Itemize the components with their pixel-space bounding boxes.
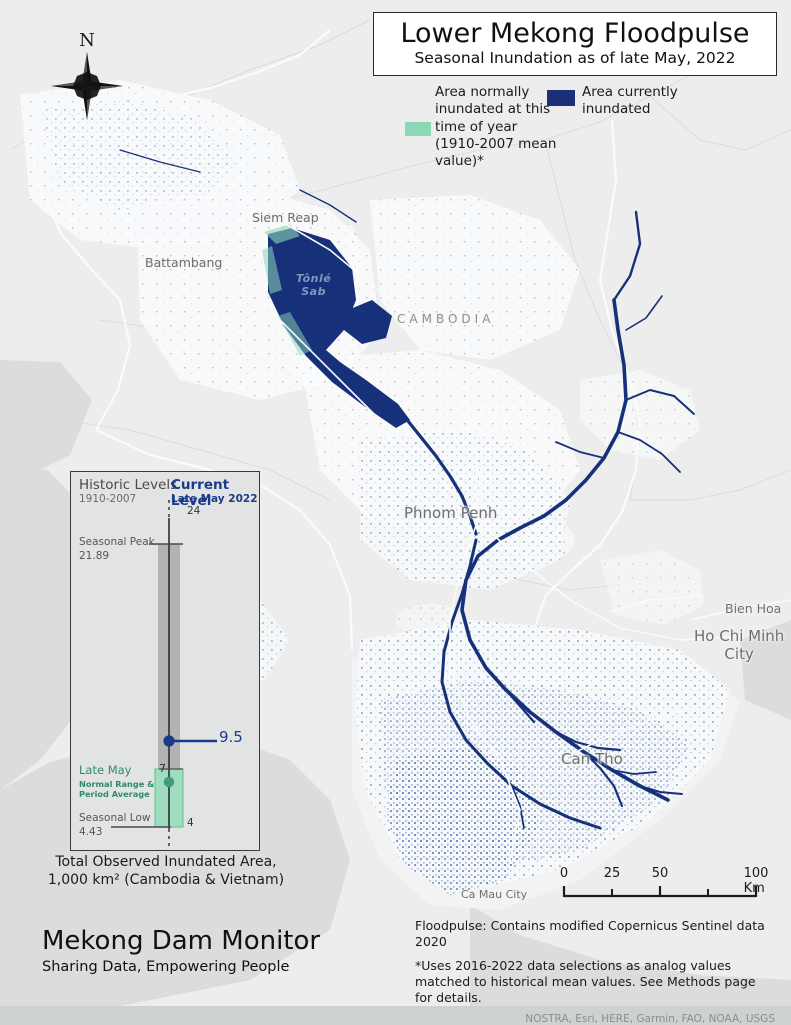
gauge-header-current-sub: Late May 2022 (171, 493, 258, 505)
map-title-box: Lower Mekong Floodpulse Seasonal Inundat… (373, 12, 777, 76)
legend-swatch-current-icon (547, 90, 575, 106)
gauge-header-historic: Historic Levels (79, 477, 178, 493)
brand-block: Mekong Dam Monitor Sharing Data, Empower… (42, 926, 362, 976)
compass-rose: N (50, 30, 124, 120)
compass-north-letter: N (79, 30, 95, 51)
scale-bar-labels: 0 25 50 100 Km (559, 866, 769, 896)
gauge-caption: Total Observed Inundated Area, 1,000 km²… (47, 854, 285, 889)
water-level-gauge-panel[interactable]: Historic Levels 1910-2007 Current Level … (70, 471, 260, 851)
gauge-header-current: Current Level (171, 477, 230, 509)
legend-label-current: Area currently inundated (582, 84, 678, 118)
credit-attribution: NOSTRA, Esri, HERE, Garmin, FAO, NOAA, U… (525, 1013, 775, 1025)
brand-name: Mekong Dam Monitor (42, 926, 321, 956)
map-title: Lower Mekong Floodpulse (400, 18, 750, 49)
scale-label-25: 25 (603, 866, 621, 881)
scale-bar-ticks-icon (562, 886, 758, 898)
gauge-header-historic-sub: 1910-2007 (79, 493, 137, 505)
scale-bar: 0 25 50 100 Km (559, 866, 769, 902)
brand-tagline: Sharing Data, Empowering People (42, 959, 290, 976)
legend-label-normal: Area normally inundated at this time of … (435, 84, 557, 170)
credit-floodpulse: Floodpulse: Contains modified Copernicus… (415, 918, 765, 950)
compass-star-icon (51, 52, 123, 120)
gauge-graphic (111, 500, 217, 848)
scale-label-50: 50 (651, 866, 669, 881)
scale-label-0: 0 (559, 866, 569, 881)
credits-block: Floodpulse: Contains modified Copernicus… (415, 918, 775, 1025)
legend-swatch-normal-icon (405, 122, 431, 136)
map-subtitle: Seasonal Inundation as of late May, 2022 (414, 49, 736, 68)
credit-methods: *Uses 2016-2022 data selections as analo… (415, 957, 756, 1006)
map-legend: Area normally inundated at this time of … (398, 84, 728, 176)
scale-label-100: 100 Km (743, 866, 769, 896)
